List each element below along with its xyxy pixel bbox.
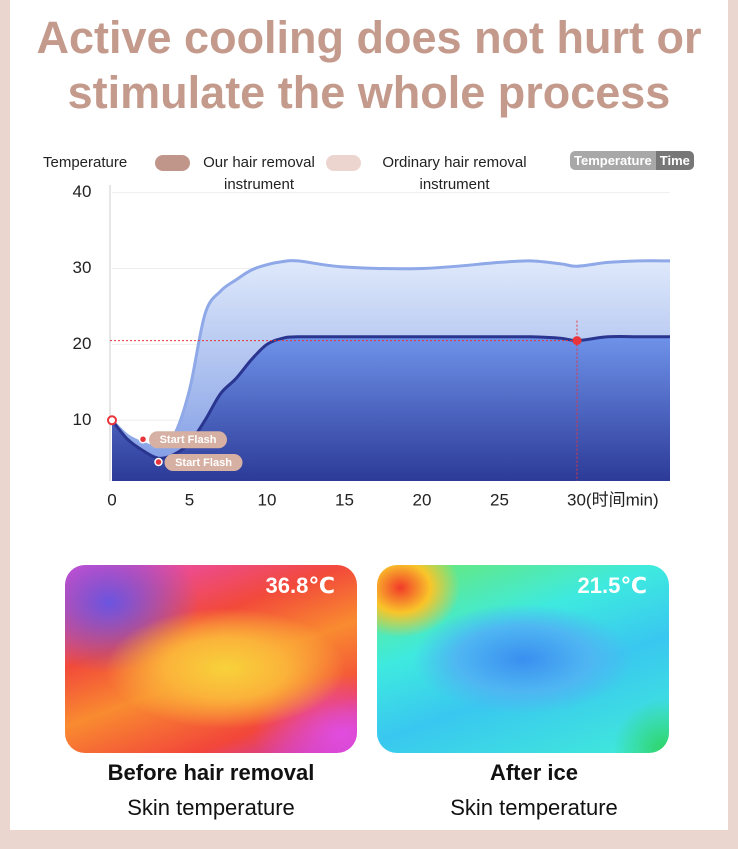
caption: After ice — [489, 760, 579, 785]
legend-label: Our hair removal instrument — [203, 154, 315, 193]
x-tick-label: 15 — [335, 490, 354, 509]
y-axis-label: Temperature — [43, 154, 128, 171]
annotation-point — [154, 457, 163, 467]
toggle-option[interactable]: Temperature — [570, 151, 656, 170]
annotation-pill — [164, 454, 243, 472]
legend-swatch — [326, 155, 361, 171]
y-tick-label: 10 — [73, 410, 92, 429]
caption: Before hair removal — [107, 760, 315, 785]
thermal-image: 36.8℃ — [65, 565, 357, 753]
toggle-option[interactable]: Time — [655, 151, 694, 170]
subcaption: Skin temperature — [450, 795, 618, 820]
area — [112, 336, 670, 481]
annotation-point — [138, 435, 148, 444]
annotation: Start Flash — [175, 457, 232, 469]
annotation-pill — [149, 431, 227, 449]
x-tick-label: 5 — [185, 490, 194, 509]
legend-label: Ordinary hair removal instrument — [382, 154, 527, 193]
y-tick-label: 40 — [73, 182, 92, 201]
x-tick-label: 0 — [107, 490, 116, 509]
legend-swatch — [155, 155, 190, 171]
subcaption: Skin temperature — [127, 795, 295, 820]
thermal-image: 21.5℃ — [377, 565, 669, 753]
marker — [107, 415, 117, 426]
temperature: 36.8℃ — [265, 573, 335, 598]
headline: Active cooling does not hurt or stimulat… — [36, 12, 702, 118]
x-tick-label: 30(时间min) — [567, 490, 659, 509]
x-tick-label: 10 — [258, 490, 277, 509]
marker — [572, 336, 582, 346]
toggle[interactable]: Temperature Time — [570, 151, 694, 170]
temperature: 21.5℃ — [577, 573, 647, 598]
x-tick-label: 25 — [490, 490, 509, 509]
y-tick-label: 30 — [73, 258, 92, 277]
y-tick-label: 20 — [73, 334, 92, 353]
annotation: Start Flash — [160, 434, 217, 446]
x-tick-label: 20 — [413, 490, 432, 509]
